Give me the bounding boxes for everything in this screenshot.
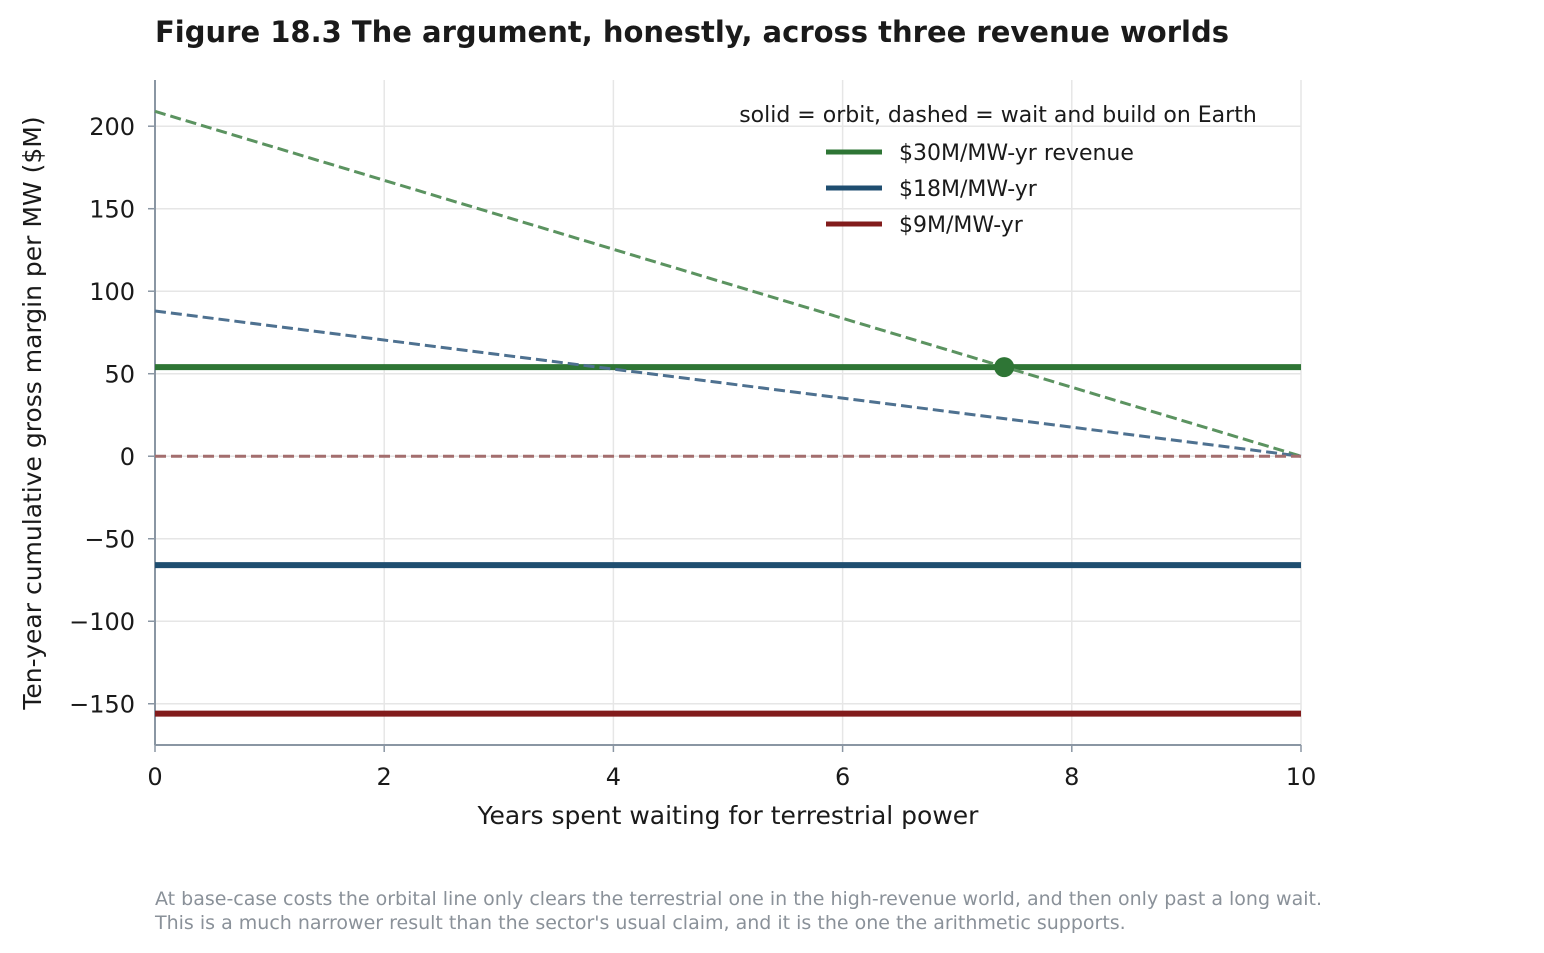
y-tick-label: 200 [89,113,135,141]
x-tick-label: 0 [147,763,162,791]
y-tick-label: −50 [84,526,135,554]
earth-dashed-line-4 [154,309,1302,458]
crossover-marker [994,357,1015,378]
series [154,109,1302,717]
y-tick-label: −100 [69,608,135,636]
legend: solid = orbit, dashed = wait and build o… [739,103,1257,238]
y-tick-label: −150 [69,691,135,719]
x-tick-label: 10 [1286,763,1317,791]
x-tick-label: 6 [835,763,850,791]
grid [155,80,1302,745]
y-tick-label: 100 [89,278,135,306]
legend-title: solid = orbit, dashed = wait and build o… [739,103,1257,128]
y-tick-label: 50 [104,361,135,389]
legend-entry-9: $9M/MW-yr [899,213,1024,238]
chart-title: Figure 18.3 The argument, honestly, acro… [155,15,1229,49]
legend-entry-30: $30M/MW-yr revenue [899,141,1134,166]
tick-labels: 0 2 4 6 8 10 200 150 100 50 0 −50 −100 −150 [69,113,1316,791]
markers [994,357,1015,378]
legend-entry-18: $18M/MW-yr [899,177,1038,202]
caption-line-1: At base-case costs the orbital line only… [155,888,1322,910]
y-axis-label: Ten-year cumulative gross margin per MW … [18,116,47,710]
earth-dashed-line-3 [154,109,1302,458]
caption-line-2: This is a much narrower result than the … [154,912,1126,934]
x-tick-label: 2 [377,763,392,791]
x-tick-label: 4 [606,763,621,791]
y-tick-label: 150 [89,196,135,224]
axes [148,80,1302,752]
x-tick-label: 8 [1064,763,1079,791]
y-tick-label: 0 [120,443,135,471]
x-axis-label: Years spent waiting for terrestrial powe… [477,801,980,830]
